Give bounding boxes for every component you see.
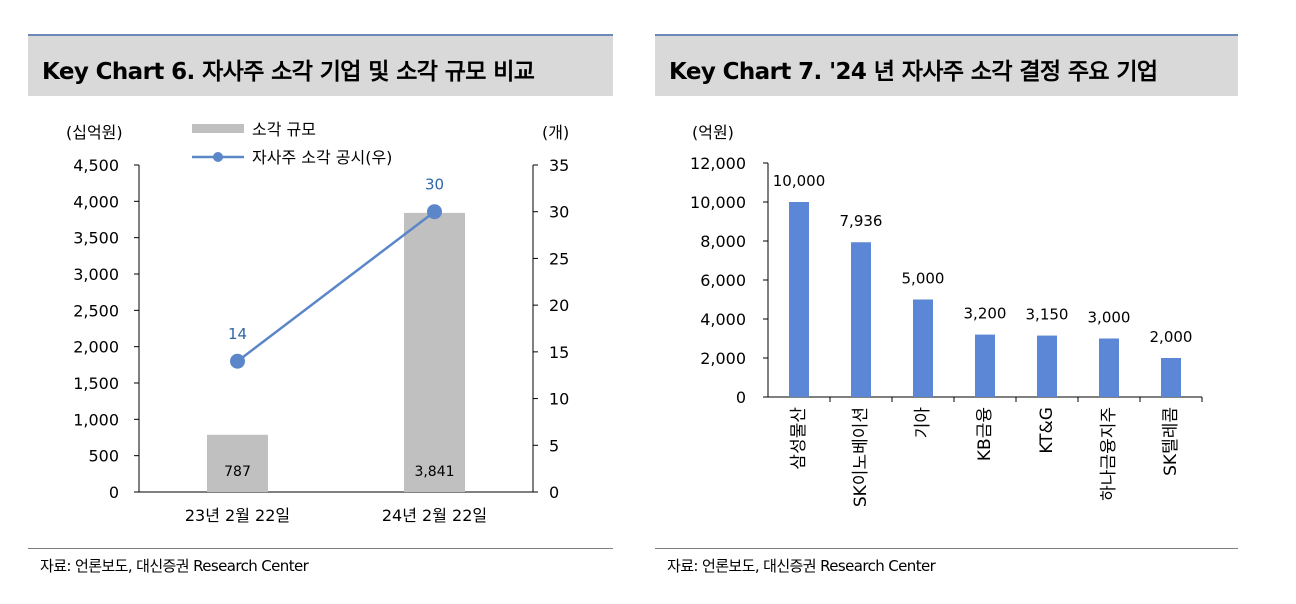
bar-mark xyxy=(975,334,995,397)
bar-mark xyxy=(207,434,268,492)
left-combo-chart: 0 500 1,000 1,500 2,000 2,500 3,000 3,500 4,000 4… xyxy=(66,120,569,525)
bar-value-label: 7,936 xyxy=(840,212,883,230)
bar-mark xyxy=(913,299,933,397)
left-chart-axes: 0 500 1,000 1,500 2,000 2,500 3,000 3,500 4,000 4… xyxy=(66,123,569,525)
left-y-tick-label: 4,500 xyxy=(73,156,119,175)
left-y-tick-label: 1,000 xyxy=(73,410,119,429)
left-chart-line: 14 30 xyxy=(228,176,444,369)
bar-value-label: 3,150 xyxy=(1026,306,1069,324)
right-chart-title: Key Chart 7. '24 년 자사주 소각 결정 주요 기업 xyxy=(669,59,1158,85)
left-y-tick-label: 3,500 xyxy=(73,229,119,248)
y-tick-label: 6,000 xyxy=(700,271,746,290)
left-y-tick-label: 4,000 xyxy=(73,192,119,211)
left-y-tick-label: 0 xyxy=(109,483,119,502)
bar-mark xyxy=(1037,335,1057,397)
left-y-unit-label: (십억원) xyxy=(66,123,123,142)
y-tick-label: 12,000 xyxy=(690,154,746,173)
x-category-label: 삼성물산 xyxy=(789,407,809,470)
right-source-note: 자료: 언론보도, 대신증권 Research Center xyxy=(667,557,936,575)
right-bar-chart: 0 2,000 4,000 6,000 8,000 10,000 12,000 (억원) 삼성물… xyxy=(690,123,1203,507)
bar-mark xyxy=(851,242,871,397)
bar-mark xyxy=(1099,338,1119,397)
right-chart-panel: Key Chart 7. '24 년 자사주 소각 결정 주요 기업 0 2,00… xyxy=(655,0,1238,604)
left-footer-divider xyxy=(28,548,613,549)
legend-line-marker xyxy=(213,152,223,162)
bar-mark xyxy=(404,212,465,492)
right-chart-axes: 0 2,000 4,000 6,000 8,000 10,000 12,000 (억원) 삼성물… xyxy=(690,123,1203,507)
right-y-unit-label: (개) xyxy=(542,123,569,142)
line-value-label: 30 xyxy=(425,176,444,194)
left-y-tick-label: 3,000 xyxy=(73,265,119,284)
legend-line-label: 자사주 소각 공시(우) xyxy=(252,148,392,167)
left-source-note: 자료: 언론보도, 대신증권 Research Center xyxy=(40,557,309,575)
right-y-tick-label: 0 xyxy=(549,483,559,502)
line-value-label: 14 xyxy=(228,325,247,343)
right-y-tick-label: 35 xyxy=(549,156,569,175)
right-y-tick-label: 5 xyxy=(549,436,559,455)
right-y-tick-label: 20 xyxy=(549,296,569,315)
right-y-tick-label: 15 xyxy=(549,343,569,362)
x-category-label: SK이노베이션 xyxy=(851,407,871,507)
legend-bar-swatch xyxy=(192,124,244,133)
y-tick-label: 0 xyxy=(736,388,746,407)
left-chart-title: Key Chart 6. 자사주 소각 기업 및 소각 규모 비교 xyxy=(42,59,535,85)
bar-value-label: 2,000 xyxy=(1150,328,1193,346)
y-tick-label: 8,000 xyxy=(700,232,746,251)
right-chart-bars: 10,000 7,936 5,000 3,200 3,150 3,000 2,000 xyxy=(773,172,1193,397)
left-y-tick-label: 1,500 xyxy=(73,374,119,393)
bar-mark xyxy=(789,202,809,397)
x-category-label: 24년 2월 22일 xyxy=(382,506,487,525)
legend-bar-label: 소각 규모 xyxy=(252,120,316,139)
bar-value-label: 5,000 xyxy=(902,270,945,288)
line-point xyxy=(427,204,442,220)
right-y-tick-label: 30 xyxy=(549,203,569,222)
bar-value-label: 10,000 xyxy=(773,172,826,190)
bar-value-label: 3,841 xyxy=(414,464,454,480)
x-category-label: SK텔레콤 xyxy=(1161,407,1181,476)
line-series xyxy=(236,210,436,363)
y-tick-label: 4,000 xyxy=(700,310,746,329)
right-footer-divider xyxy=(655,548,1238,549)
bar-value-label: 3,200 xyxy=(964,305,1007,323)
line-point xyxy=(230,353,245,369)
x-category-label: KB금융 xyxy=(975,407,995,461)
bar-value-label: 3,000 xyxy=(1088,309,1131,327)
y-unit-label: (억원) xyxy=(692,123,734,142)
left-y-tick-label: 500 xyxy=(88,447,119,466)
left-chart-panel: Key Chart 6. 자사주 소각 기업 및 소각 규모 비교 0 500 1,… xyxy=(28,0,613,604)
y-tick-label: 10,000 xyxy=(690,193,746,212)
y-tick-label: 2,000 xyxy=(700,349,746,368)
x-category-label: 23년 2월 22일 xyxy=(185,506,290,525)
left-chart-title-bar: Key Chart 6. 자사주 소각 기업 및 소각 규모 비교 xyxy=(28,34,613,96)
x-category-label: KT&G xyxy=(1037,407,1057,454)
bar-value-label: 787 xyxy=(224,464,251,480)
x-category-label: 기아 xyxy=(913,407,933,439)
right-y-tick-label: 10 xyxy=(549,390,569,409)
right-chart-title-bar: Key Chart 7. '24 년 자사주 소각 결정 주요 기업 xyxy=(655,34,1238,96)
left-y-tick-label: 2,000 xyxy=(73,338,119,357)
x-category-label: 하나금융지주 xyxy=(1099,407,1119,501)
bar-mark xyxy=(1161,358,1181,397)
left-chart-bars: 787 3,841 xyxy=(207,212,465,492)
right-y-tick-label: 25 xyxy=(549,249,569,268)
left-y-tick-label: 2,500 xyxy=(73,301,119,320)
